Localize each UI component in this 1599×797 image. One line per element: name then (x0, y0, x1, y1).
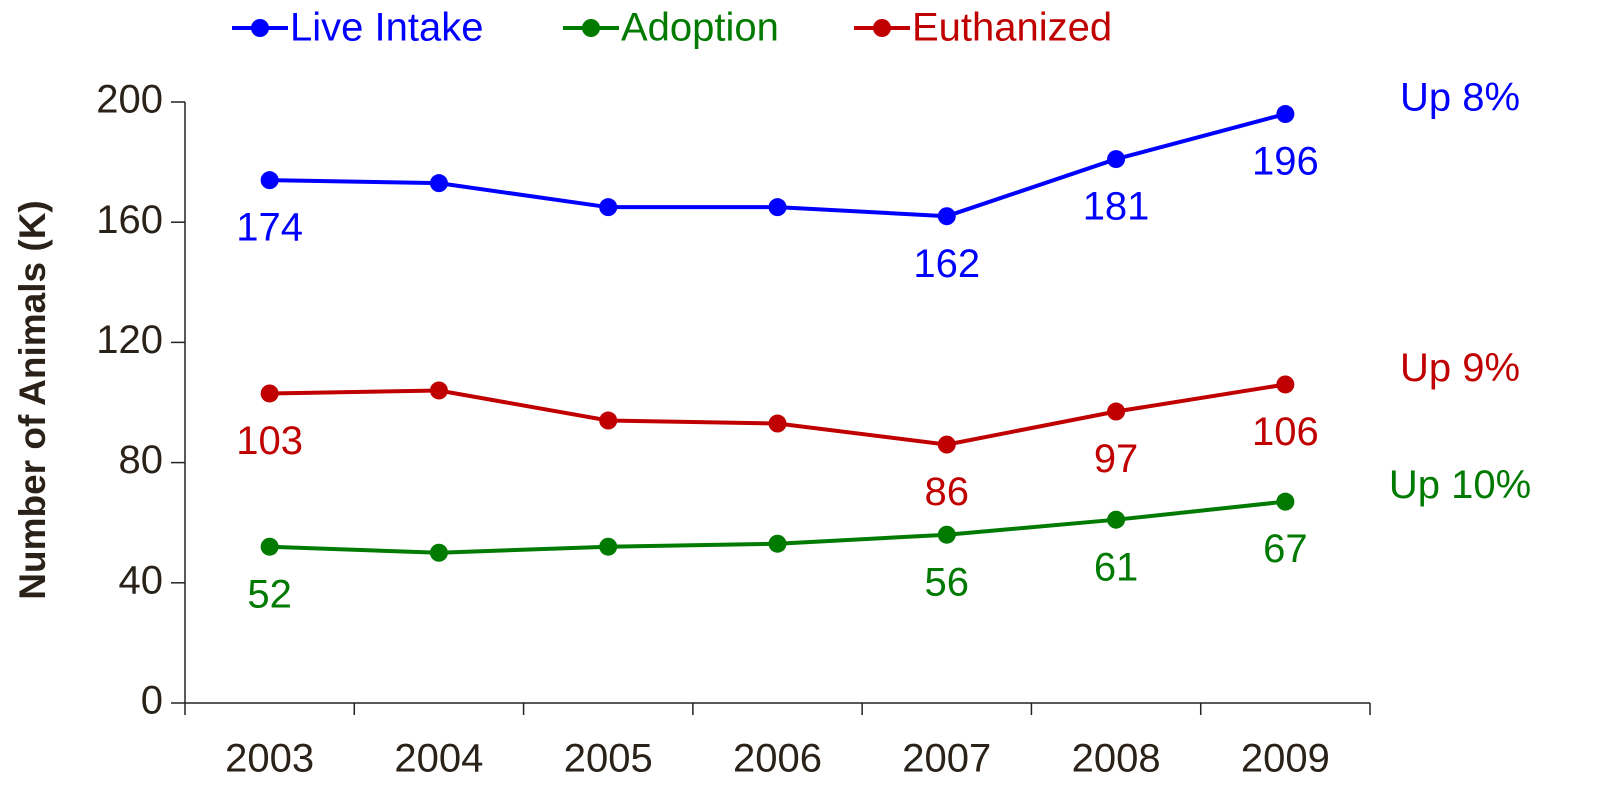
data-label: 61 (1094, 545, 1139, 589)
point (937, 435, 956, 454)
series-line (269, 382, 1286, 447)
x-tick-label: 2006 (733, 737, 822, 781)
x-tick-label: 2008 (1072, 737, 1161, 781)
y-tick-label: 200 (96, 78, 163, 122)
point (599, 537, 618, 556)
x-tick-label: 2009 (1241, 737, 1330, 781)
point (768, 534, 787, 553)
data-label: 56 (925, 560, 970, 604)
data-label: 196 (1252, 140, 1319, 184)
point (429, 381, 448, 400)
legend-label: Euthanized (912, 6, 1112, 50)
data-label: 181 (1083, 185, 1150, 229)
y-tick-label: 0 (141, 679, 163, 723)
point (937, 207, 956, 226)
y-tick-label: 160 (96, 198, 163, 242)
data-label: 103 (236, 419, 303, 463)
point (1276, 492, 1295, 511)
y-tick-label: 80 (119, 438, 164, 482)
point (260, 384, 279, 403)
x-tick-label: 2004 (394, 737, 483, 781)
annotation: Up 8% (1400, 76, 1520, 120)
x-tick-label: 2005 (564, 737, 653, 781)
legend-marker (582, 19, 600, 37)
legend-label: Live Intake (290, 6, 483, 50)
data-label: 97 (1094, 437, 1139, 481)
point (429, 174, 448, 193)
data-label: 67 (1263, 527, 1308, 571)
annotation: Up 9% (1400, 346, 1520, 390)
y-tick-label: 120 (96, 318, 163, 362)
point (1276, 105, 1295, 124)
point (260, 171, 279, 190)
data-label: 106 (1252, 410, 1319, 454)
point (429, 543, 448, 562)
point (1107, 510, 1126, 529)
point (1276, 375, 1295, 394)
legend-marker (873, 19, 891, 37)
y-axis-label: Number of Animals (K) (12, 200, 53, 599)
y-tick-label: 40 (119, 558, 164, 602)
point (1107, 150, 1126, 169)
data-label: 162 (913, 242, 980, 286)
point (937, 525, 956, 544)
legend-marker (251, 19, 269, 37)
point (260, 537, 279, 556)
point (768, 414, 787, 433)
x-tick-label: 2007 (902, 737, 991, 781)
data-label: 86 (925, 470, 970, 514)
annotation: Up 10% (1389, 463, 1531, 507)
data-label: 52 (247, 572, 292, 616)
point (1107, 402, 1126, 421)
point (599, 198, 618, 217)
legend-label: Adoption (621, 6, 779, 50)
point (768, 198, 787, 217)
data-label: 174 (236, 206, 303, 250)
x-tick-label: 2003 (225, 737, 314, 781)
point (599, 411, 618, 430)
